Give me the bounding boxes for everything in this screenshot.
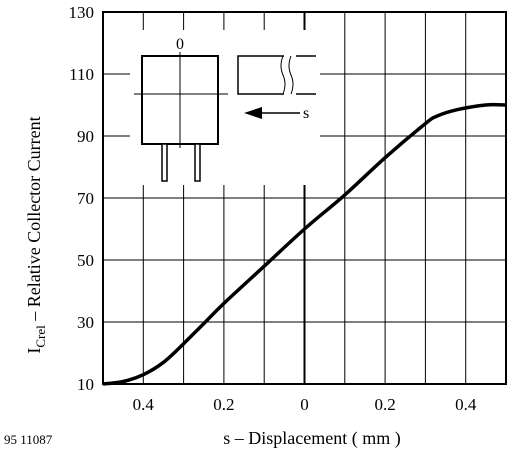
- y-tick-labels: 10 30 50 70 90 110 130: [69, 3, 95, 394]
- x-tick-label: 0: [300, 395, 309, 414]
- y-tick-label: 70: [77, 189, 94, 208]
- x-tick-labels: 0.4 0.2 0 0.2 0.4: [133, 395, 477, 414]
- y-axis-label-sub: Crel: [33, 325, 48, 348]
- y-axis-label-main: I: [24, 348, 44, 354]
- y-tick-label: 50: [77, 251, 94, 270]
- y-tick-label: 10: [77, 375, 94, 394]
- y-axis-label: ICrel – Relative Collector Current: [24, 116, 48, 353]
- break-marks: [280, 55, 294, 95]
- inset-zero-label: 0: [176, 36, 184, 53]
- series-curve: [102, 102, 507, 386]
- x-axis-label: s – Displacement ( mm ): [223, 428, 400, 449]
- sensor-left-lead: [161, 143, 168, 182]
- inset-s-label: s: [303, 105, 309, 122]
- x-tick-label: 0.4: [133, 395, 155, 414]
- object-plate: [237, 55, 316, 95]
- x-tick-label: 0.4: [455, 395, 477, 414]
- sensor-inset-diagram: 0 s: [130, 30, 320, 185]
- arrow-left-icon: [244, 107, 262, 119]
- y-tick-label: 130: [69, 3, 95, 22]
- y-axis-label-rest: – Relative Collector Current: [24, 116, 44, 325]
- y-tick-label: 90: [77, 127, 94, 146]
- x-tick-label: 0.2: [213, 395, 234, 414]
- x-tick-label: 0.2: [374, 395, 395, 414]
- y-tick-label: 110: [69, 65, 94, 84]
- y-tick-label: 30: [77, 313, 94, 332]
- figure-id: 95 11087: [4, 432, 53, 447]
- sensor-right-lead: [194, 143, 201, 182]
